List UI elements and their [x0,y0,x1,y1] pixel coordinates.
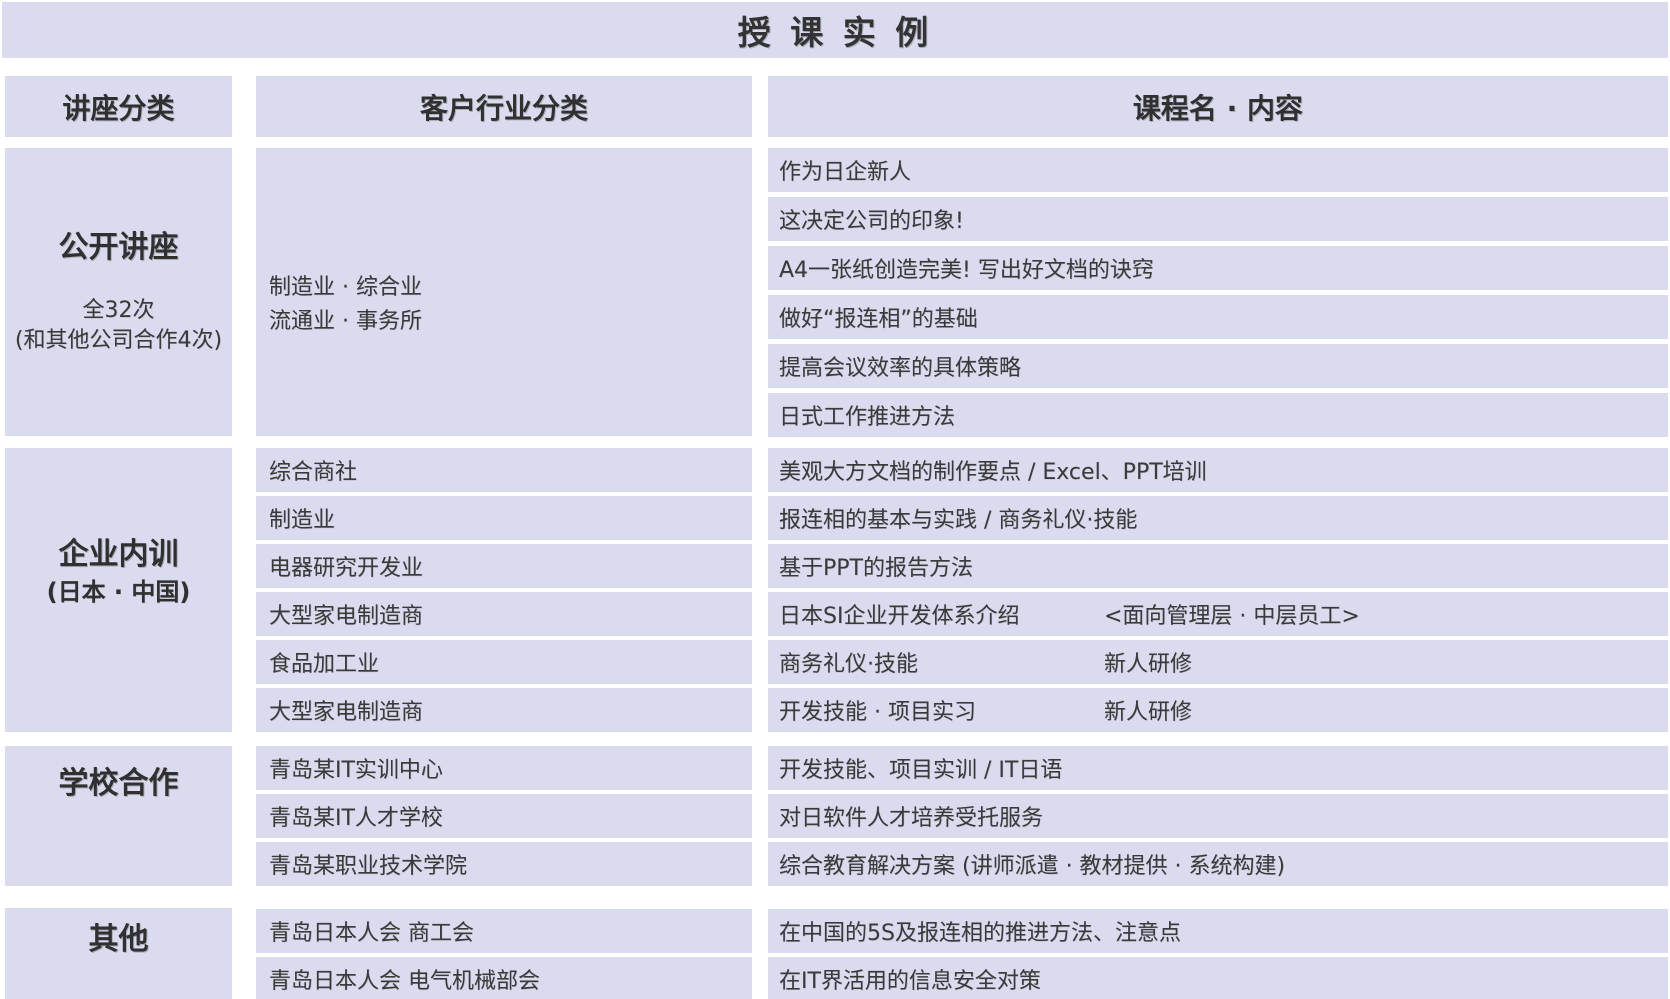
course-row: 对日软件人才培养受托服务 [768,794,1668,838]
course-row: 做好“报连相”的基础 [768,295,1668,339]
course-row: A4一张纸创造完美! 写出好文档的诀窍 [768,246,1668,290]
industry-line: 制造业 · 综合业 [269,274,422,300]
column-header-client-industry: 客户行业分类 [256,76,752,137]
industry-row: 制造业 [256,496,752,540]
course-note: 新人研修 [1104,700,1193,725]
industry-row: 青岛某IT人才学校 [256,794,752,838]
industry-row: 青岛日本人会 电气机械部会 [256,957,752,999]
industry-row: 青岛日本人会 商工会 [256,909,752,953]
course-main: 开发技能 · 项目实习 [779,700,976,725]
group-label-other: 其他 [5,908,232,999]
course-row: 这决定公司的印象! [768,197,1668,241]
course-row: 在中国的5S及报连相的推进方法、注意点 [768,909,1668,953]
course-row: 美观大方文档的制作要点 / Excel、PPT培训 [768,448,1668,492]
course-row: 开发技能、项目实训 / IT日语 [768,746,1668,790]
group-label-public-lectures: 公开讲座 全32次 (和其他公司合作4次) [5,148,232,436]
course-note: 新人研修 [1104,652,1193,677]
industry-row: 青岛某职业技术学院 [256,842,752,886]
group-title: 其他 [88,922,149,957]
column-header-course-content: 课程名 · 内容 [768,76,1668,137]
course-row: 作为日企新人 [768,148,1668,192]
industry-row: 食品加工业 [256,640,752,684]
course-main: 日本SI企业开发体系介绍 [779,604,1020,629]
column-header-lecture-category: 讲座分类 [5,76,232,137]
industry-row: 综合商社 [256,448,752,492]
industry-row: 大型家电制造商 [256,592,752,636]
course-note: <面向管理层 · 中层员工> [1104,604,1360,629]
industry-cell-public: 制造业 · 综合业 流通业 · 事务所 [256,148,752,436]
group-title: 公开讲座 [58,230,179,265]
course-row: 基于PPT的报告方法 [768,544,1668,588]
group-title: 企业内训 [58,537,179,572]
group-session-count: 全32次 [82,298,155,323]
course-row: 商务礼仪·技能 新人研修 [768,640,1668,684]
group-subtitle: (日本 · 中国) [46,578,191,606]
industry-row: 电器研究开发业 [256,544,752,588]
course-row: 报连相的基本与实践 / 商务礼仪·技能 [768,496,1668,540]
page-title: 授 课 实 例 [2,2,1668,58]
group-label-school-cooperation: 学校合作 [5,746,232,886]
course-main: 商务礼仪·技能 [779,652,918,677]
group-session-note: (和其他公司合作4次) [14,328,223,353]
group-title: 学校合作 [58,766,179,801]
industry-line: 流通业 · 事务所 [269,308,422,334]
course-row: 提高会议效率的具体策略 [768,344,1668,388]
industry-row: 青岛某IT实训中心 [256,746,752,790]
industry-row: 大型家电制造商 [256,688,752,732]
course-row: 在IT界活用的信息安全对策 [768,957,1668,999]
course-row: 日本SI企业开发体系介绍 <面向管理层 · 中层员工> [768,592,1668,636]
group-label-corporate-training: 企业内训 (日本 · 中国) [5,448,232,732]
course-row: 综合教育解决方案 (讲师派遣 · 教材提供 · 系统构建) [768,842,1668,886]
course-row: 日式工作推进方法 [768,393,1668,437]
course-row: 开发技能 · 项目实习 新人研修 [768,688,1668,732]
